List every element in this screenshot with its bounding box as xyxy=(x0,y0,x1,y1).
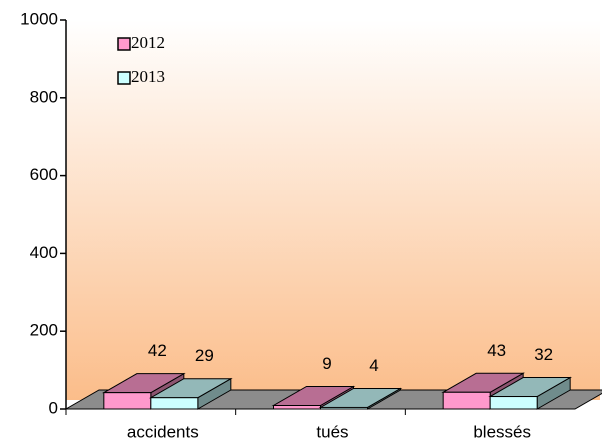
legend-swatch xyxy=(117,71,131,85)
y-tick-label: 0 xyxy=(49,398,58,417)
y-tick-label: 1000 xyxy=(20,9,58,28)
bar xyxy=(442,391,491,410)
y-tick-label: 800 xyxy=(30,87,58,106)
data-label: 4 xyxy=(369,356,378,375)
data-label: 9 xyxy=(322,354,331,373)
y-tick-label: 600 xyxy=(30,165,58,184)
data-label: 43 xyxy=(487,341,506,360)
y-tick-label: 400 xyxy=(30,243,58,262)
plot-background xyxy=(66,20,600,400)
data-label: 32 xyxy=(534,345,553,364)
data-label: 29 xyxy=(195,346,214,365)
legend-swatch xyxy=(117,37,131,51)
x-tick-label: accidents xyxy=(127,422,199,441)
legend-label: 2012 xyxy=(131,33,165,52)
bar xyxy=(273,404,321,410)
legend-label: 2013 xyxy=(131,67,165,86)
x-tick-label: blessés xyxy=(473,422,531,441)
data-label: 42 xyxy=(148,341,167,360)
bar xyxy=(489,396,538,410)
bar xyxy=(103,392,152,410)
bar xyxy=(320,406,368,410)
bar xyxy=(150,397,199,410)
x-tick-label: tués xyxy=(316,422,348,441)
y-tick-label: 200 xyxy=(30,321,58,340)
